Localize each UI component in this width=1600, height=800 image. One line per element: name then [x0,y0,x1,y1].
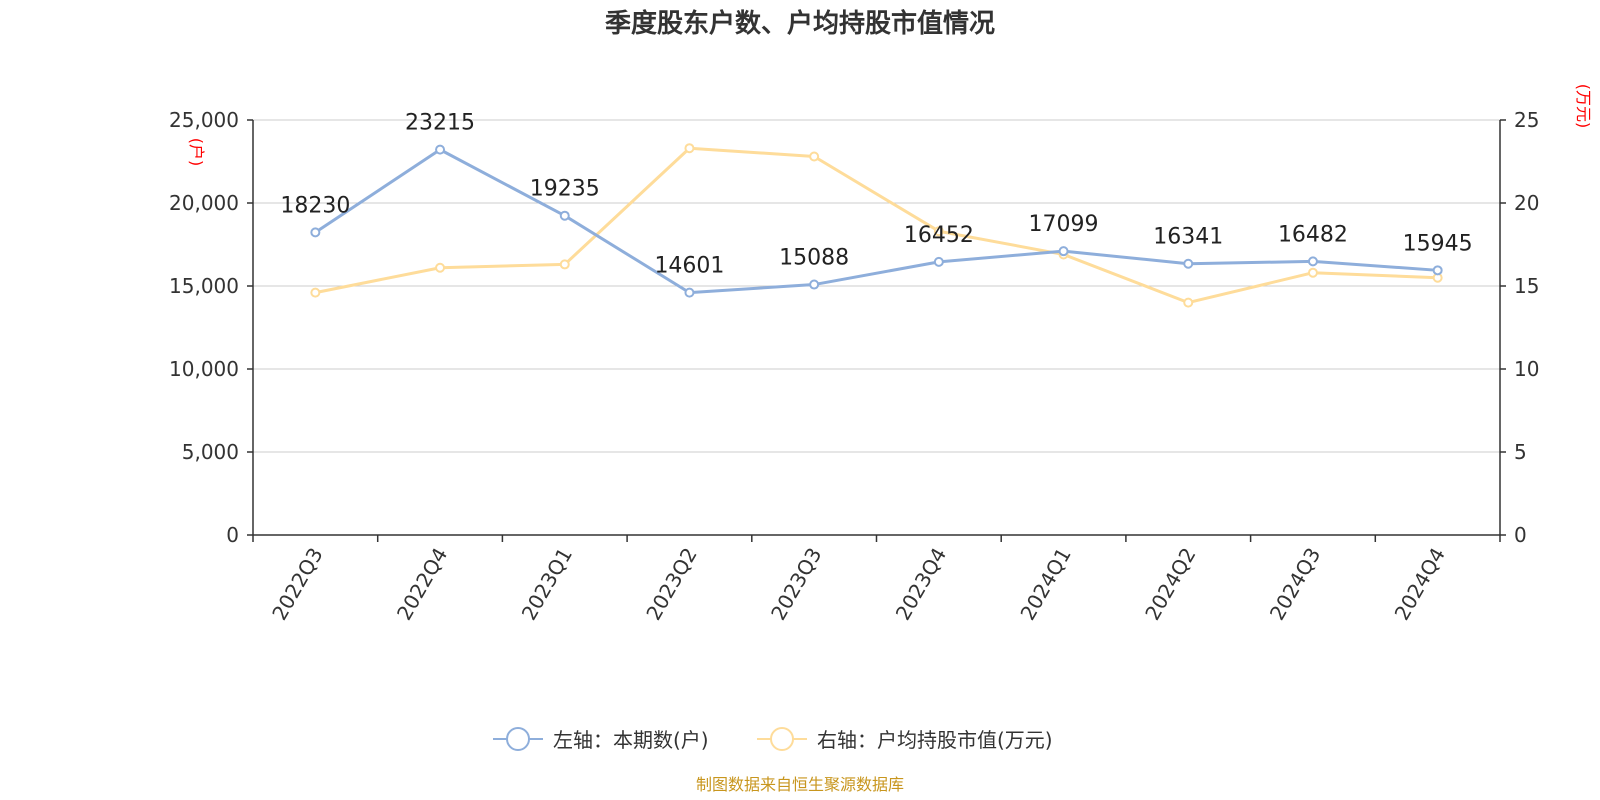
left-axis-tick-label: 5,000 [182,440,239,464]
series-point-right [1307,267,1318,278]
data-label: 15088 [779,246,849,271]
series-point-left [1432,265,1443,276]
series-point-left [1307,256,1318,267]
right-axis-tick-label: 15 [1514,274,1539,298]
series-line-right [315,146,1438,305]
legend-marker-icon [770,727,794,751]
series-point-right [809,151,820,162]
x-axis-category-label: 2024Q1 [1015,544,1075,625]
left-axis-tick-label: 25,000 [169,108,239,132]
series-point-left [933,256,944,267]
series-point-left [559,210,570,221]
series-point-right [933,226,944,237]
x-axis-category-label: 2023Q1 [517,544,577,625]
right-axis-tick-label: 0 [1514,523,1527,547]
series-point-right [435,262,446,273]
series-point-left [1183,258,1194,269]
series-point-left [1058,246,1069,257]
legend-item-right-axis[interactable]: 右轴：户均持股市值(万元) [757,727,1053,752]
source-note: 制图数据来自恒生聚源数据库 [696,775,904,794]
right-axis-tick-label: 5 [1514,440,1527,464]
data-label: 16341 [1153,225,1223,250]
x-axis-category-label: 2022Q4 [392,544,452,625]
left-axis-tick-label: 20,000 [169,191,239,215]
left-axis-tick-label: 0 [226,523,239,547]
series-point-left [310,227,321,238]
data-label: 15945 [1403,231,1473,256]
series-point-left [809,279,820,290]
x-axis-category-label: 2023Q2 [641,544,701,625]
x-axis-category-label: 2024Q2 [1140,544,1200,625]
legend-marker-icon [506,727,530,751]
series-point-right [1183,297,1194,308]
left-axis-unit: (户) [187,138,206,167]
data-label: 19235 [530,177,600,202]
right-axis-tick-label: 20 [1514,191,1539,215]
legend-label: 左轴：本期数(户) [553,728,709,752]
x-axis-category-label: 2023Q4 [891,544,951,625]
chart-title: 季度股东户数、户均持股市值情况 [605,8,995,39]
series-point-right [684,143,695,154]
legend-item-left-axis[interactable]: 左轴：本期数(户) [493,727,709,752]
data-label: 18230 [280,193,350,218]
x-axis-category-label: 2023Q3 [766,544,826,625]
left-axis-tick-label: 10,000 [169,357,239,381]
series-layer: 18230 23215 19235 14601 15088 16452 17099 16341… [280,111,1473,308]
series-line-left [314,148,1438,295]
right-axis-tick-label: 10 [1514,357,1539,381]
x-axis-category-label: 2022Q3 [267,544,327,625]
data-label: 16452 [904,223,974,248]
data-label: 17099 [1029,212,1099,237]
series-point-right [559,259,570,270]
right-axis-unit: (万元) [1574,84,1593,129]
x-axis-category-label: 2024Q4 [1390,544,1450,625]
series-point-left [435,144,446,155]
axes: 0 5,000 10,000 15,000 20,000 25,000 0 5 10 15 20 25… [169,108,1539,624]
series-point-left [684,287,695,298]
legend[interactable]: 左轴：本期数(户) 右轴：户均持股市值(万元) [493,727,1053,752]
grid-lines [253,119,1500,453]
left-axis-tick-label: 15,000 [169,274,239,298]
right-axis-tick-label: 25 [1514,108,1539,132]
data-label: 14601 [654,254,724,279]
series-point-right [310,287,321,298]
data-label: 16482 [1278,222,1348,247]
legend-label: 右轴：户均持股市值(万元) [817,728,1053,752]
x-axis-category-label: 2024Q3 [1265,544,1325,625]
data-label: 23215 [405,111,475,136]
